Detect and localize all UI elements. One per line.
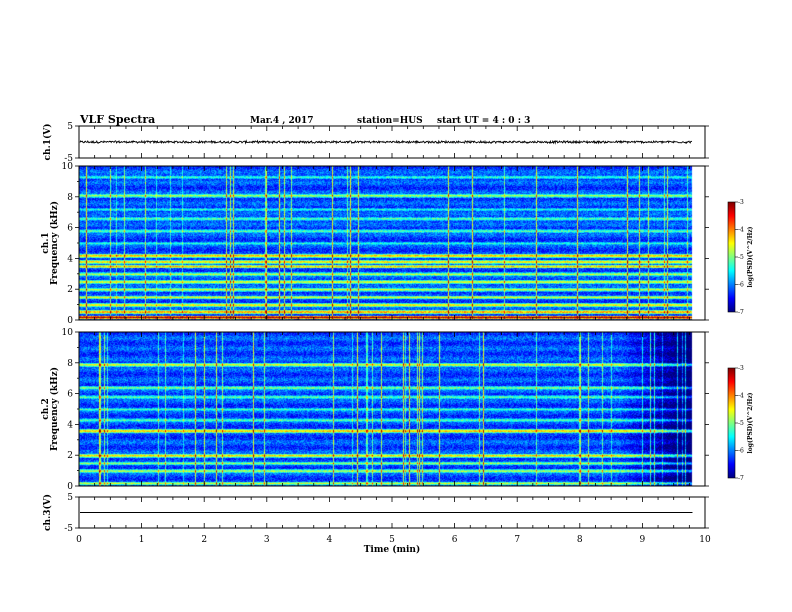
- colorbar-tick-label: -4: [738, 227, 744, 234]
- x-tick-label: 1: [139, 535, 145, 545]
- colorbar-tick-label: -5: [738, 254, 744, 261]
- x-tick-label: 6: [452, 535, 458, 545]
- y-tick-label: 0: [67, 316, 73, 326]
- y-tick-label: 5: [67, 493, 73, 503]
- colorbar-label: log(PSD)(V^2/Hz): [747, 392, 754, 453]
- y-tick-label: 2: [67, 451, 73, 461]
- y-tick-label: 10: [62, 328, 74, 338]
- ch1-waveform-trace: [79, 139, 693, 145]
- x-tick-label: 3: [264, 535, 270, 545]
- colorbar-tick-label: -3: [738, 199, 744, 206]
- ch1-colorbar: -3 -4 -5 -6 -7 log(PSD)(V^2/Hz): [727, 199, 754, 316]
- ch2-spectrogram-image: [79, 332, 693, 486]
- y-tick-label: -5: [64, 524, 73, 534]
- ch2-spectrogram-ylabel-channel: ch.2: [41, 398, 51, 419]
- y-tick-label: 0: [67, 482, 73, 492]
- ch1-spectrogram-panel: 0 2 4 6 8 10 ch.1 Frequency (kHz): [41, 162, 709, 326]
- ch1-spectrogram-ylabel-channel: ch.1: [41, 232, 51, 253]
- ch1-waveform-panel: 5 -5 ch.1(V): [42, 122, 709, 164]
- y-tick-label: 6: [67, 390, 73, 400]
- start-time-label: start UT = 4 : 0 : 3: [437, 116, 530, 126]
- ch2-colorbar: -3 -4 -5 -6 -7 log(PSD)(V^2/Hz): [727, 365, 754, 482]
- x-tick-label: 4: [327, 535, 333, 545]
- station-label: station=HUS: [357, 116, 423, 126]
- y-tick-label: 8: [67, 193, 73, 203]
- x-axis-label: Time (min): [364, 544, 421, 555]
- x-tick-label: 7: [514, 535, 520, 545]
- figure-header: VLF Spectra Mar.4 , 2017 station=HUS sta…: [79, 113, 530, 126]
- x-tick-label: 8: [577, 535, 583, 545]
- ch1-spectrogram-ylabel-frequency: Frequency (kHz): [49, 201, 60, 285]
- ch1-spectrogram-image: [79, 166, 693, 320]
- x-tick-label: 10: [699, 535, 711, 545]
- y-tick-label: -5: [64, 154, 73, 164]
- colorbar-tick-label: -6: [738, 282, 744, 289]
- ch3-waveform-panel: 5 -5 ch.3(V) 0 1 2 3 4 5 6 7 8 9 10 Time (min): [42, 493, 711, 555]
- y-tick-label: 4: [67, 254, 73, 264]
- y-tick-label: 5: [67, 122, 73, 132]
- colorbar-tick-label: -6: [738, 448, 744, 455]
- ch1-waveform-ylabel: ch.1(V): [42, 124, 53, 161]
- colorbar-tick-label: -3: [738, 365, 744, 372]
- x-tick-label: 0: [76, 535, 82, 545]
- colorbar-gradient: [727, 201, 736, 313]
- colorbar-tick-label: -7: [738, 475, 744, 482]
- y-tick-label: 4: [67, 420, 73, 430]
- x-tick-label: 9: [640, 535, 646, 545]
- x-tick-label: 5: [389, 535, 395, 545]
- ch2-spectrogram-ylabel-frequency: Frequency (kHz): [49, 367, 60, 451]
- x-tick-label: 2: [201, 535, 207, 545]
- y-tick-label: 2: [67, 285, 73, 295]
- figure-title: VLF Spectra: [79, 113, 155, 126]
- colorbar-tick-label: -5: [738, 420, 744, 427]
- colorbar-gradient: [727, 367, 736, 479]
- colorbar-label: log(PSD)(V^2/Hz): [747, 226, 754, 287]
- ch3-waveform-ylabel: ch.3(V): [42, 494, 53, 531]
- date-label: Mar.4 , 2017: [250, 116, 314, 126]
- y-tick-label: 6: [67, 224, 73, 234]
- ch2-spectrogram-panel: 0 2 4 6 8 10 ch.2 Frequency (kHz): [41, 328, 709, 492]
- y-tick-label: 10: [62, 162, 74, 172]
- y-tick-label: 8: [67, 359, 73, 369]
- colorbar-tick-label: -7: [738, 309, 744, 316]
- colorbar-tick-label: -4: [738, 393, 744, 400]
